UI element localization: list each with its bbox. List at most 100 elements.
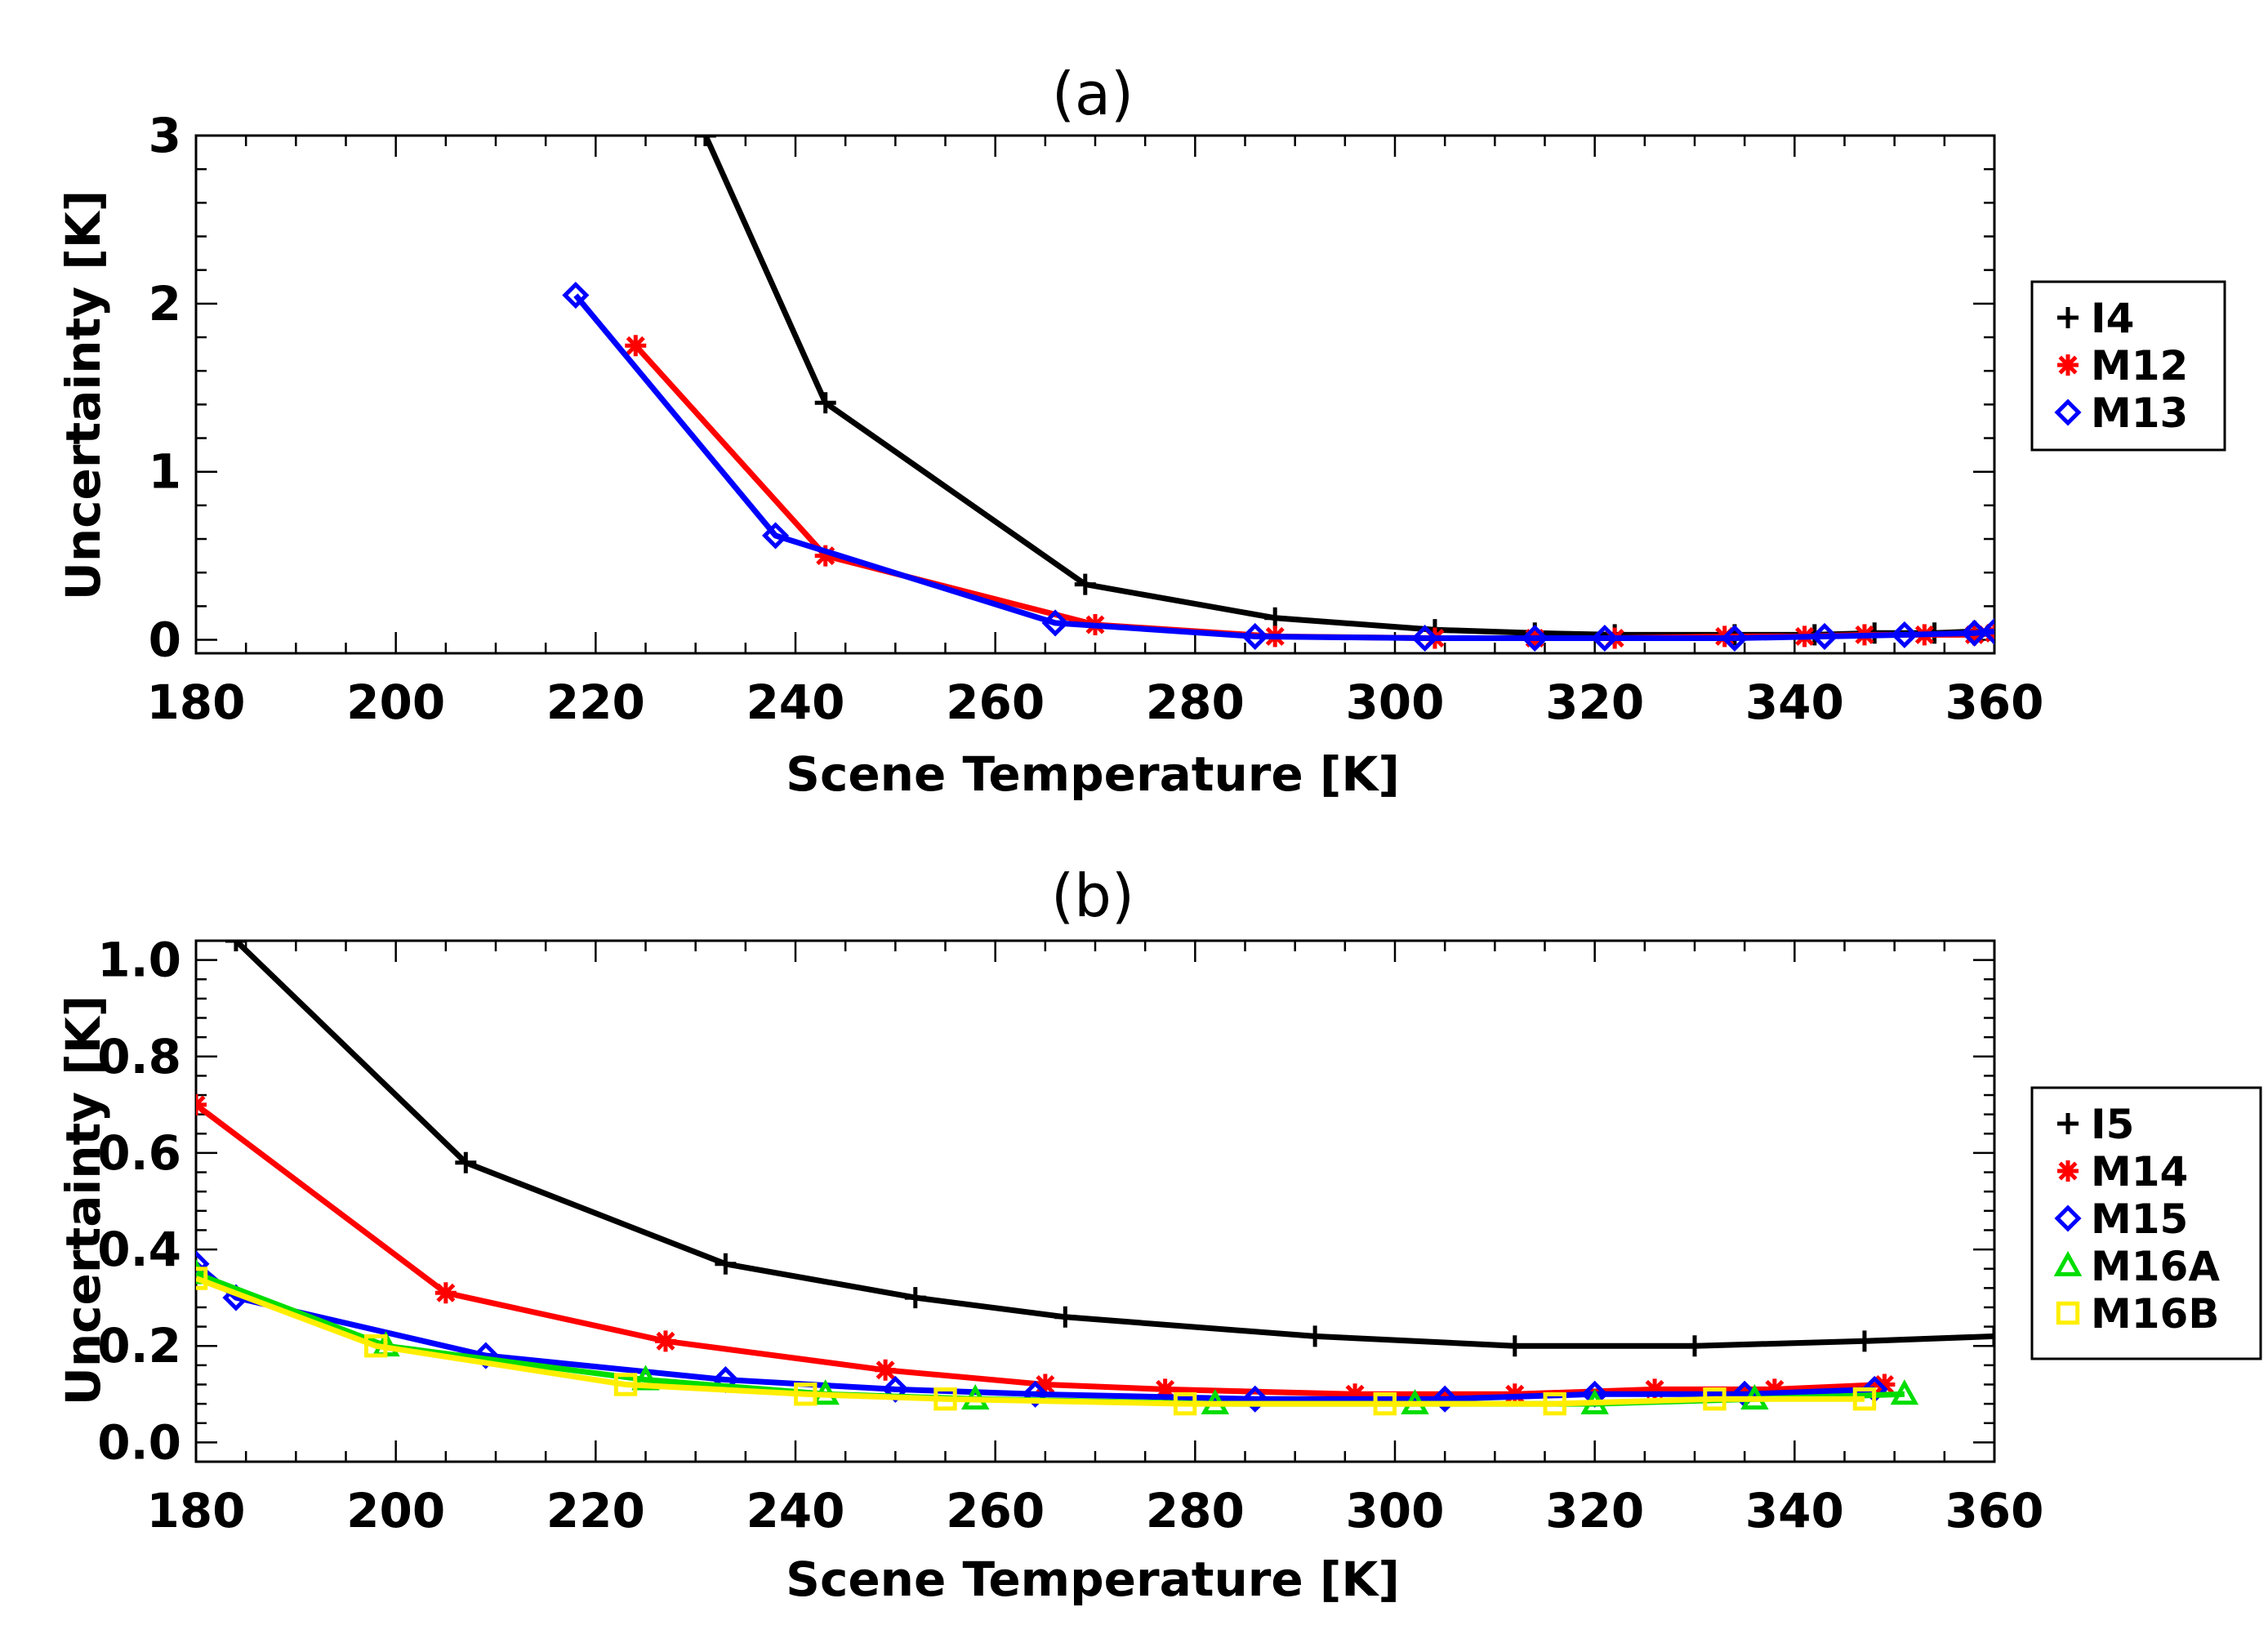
panel-a-x-tick-label: 320 xyxy=(1545,675,1644,730)
panel-b-y-tick-label: 0.8 xyxy=(97,1029,181,1084)
panel-b-y-axis-label: Uncertainty [K] xyxy=(56,995,111,1405)
panel-a-series-m13-line xyxy=(573,293,1994,641)
panel-b-x-tick-label: 260 xyxy=(946,1483,1045,1538)
panel-b-legend-label: M15 xyxy=(2091,1195,2188,1243)
panel-b-series-i5-point xyxy=(1304,1325,1326,1347)
panel-b-legend-box xyxy=(2030,1086,2262,1360)
panel-a-series-m13-point xyxy=(1041,609,1069,637)
panel-b-title: (b) xyxy=(1051,862,1134,930)
panel-b-series-m15-point xyxy=(1022,1380,1049,1408)
panel-a-y-tick-label: 3 xyxy=(149,108,181,163)
panel-b-x-tick-label: 220 xyxy=(546,1483,645,1538)
panel-a-series-i4-point xyxy=(694,136,716,146)
panel-b-series-m15-point xyxy=(1431,1385,1459,1413)
panel-a-x-tick-label: 300 xyxy=(1345,675,1444,730)
panel-a-y-tick-label: 1 xyxy=(149,444,181,500)
panel-b-legend-marker-m15 xyxy=(2054,1204,2082,1232)
panel-a-title: (a) xyxy=(1052,60,1134,128)
panel-b-series-m16a-point xyxy=(196,1258,211,1284)
panel-b-legend-marker-m16b xyxy=(2056,1301,2080,1325)
panel-b-x-tick-label: 320 xyxy=(1545,1483,1644,1538)
panel-a-data-area xyxy=(562,136,1994,652)
panel-b-series-i5-point xyxy=(1054,1306,1076,1328)
panel-b-series-m14-point xyxy=(1034,1374,1056,1396)
panel-b-series-m16b-point xyxy=(1173,1391,1197,1416)
panel-a-x-tick-label: 280 xyxy=(1146,675,1245,730)
panel-b-series-m14-point xyxy=(1644,1378,1666,1400)
panel-a-series-m12-line xyxy=(633,343,1994,641)
panel-b-series-i5-point xyxy=(1684,1335,1705,1357)
panel-b-series-m15-point xyxy=(1241,1385,1269,1413)
panel-a-series-m13-point xyxy=(1891,621,1918,648)
panel-b-x-tick-label: 300 xyxy=(1345,1483,1444,1538)
panel-b-y-tick-label: 0.0 xyxy=(97,1414,181,1470)
panel-b-legend-label: M16A xyxy=(2091,1243,2220,1290)
panel-b-legend-marker-m16a xyxy=(2053,1250,2083,1276)
panel-b-series-m16b-line xyxy=(196,1276,1865,1407)
panel-b-data-area xyxy=(196,941,1994,1416)
panel-a-series-m12-point xyxy=(814,545,836,567)
panel-b-series-m16b-point xyxy=(1543,1391,1566,1416)
panel-b-series-m16b-point xyxy=(794,1382,818,1406)
panel-a-x-tick-label: 180 xyxy=(146,675,245,730)
panel-b-series-m16b-point xyxy=(1852,1387,1877,1411)
panel-b-series-m16b-point xyxy=(1373,1391,1397,1416)
panel-a: (a) Scene Temperature [K] Uncertainty [K… xyxy=(56,60,2226,802)
panel-b-series-m14-point xyxy=(196,1093,207,1115)
panel-b-series-m16b-point xyxy=(196,1267,208,1290)
panel-b-y-tick-label: 0.2 xyxy=(97,1318,181,1374)
panel-b-series-m14-point xyxy=(1154,1378,1176,1400)
panel-b-series-i5-point xyxy=(1984,1325,1994,1347)
panel-b-series-m14-point xyxy=(875,1359,897,1381)
panel-a-x-tick-label: 220 xyxy=(546,675,645,730)
panel-b-series-m16b-point xyxy=(613,1373,638,1396)
panel-b-series-i5-point xyxy=(904,1287,926,1309)
panel-a-series-m12-point xyxy=(625,335,647,357)
panel-b-legend-marker-m14 xyxy=(2057,1160,2079,1182)
panel-a-series-m13-point xyxy=(562,282,590,309)
panel-b-series-m16b-point xyxy=(933,1387,957,1411)
panel-b-series-m14-point xyxy=(654,1330,676,1352)
panel-b-plot-frame xyxy=(194,939,1996,1463)
panel-b-series-m14-point xyxy=(434,1282,457,1304)
panel-b-series-m14-point xyxy=(1344,1383,1366,1405)
panel-a-series-m13-point xyxy=(1521,624,1548,652)
panel-a-series-m13-point xyxy=(761,522,790,550)
panel-b-series-i5-point xyxy=(455,1151,477,1173)
panel-b-x-tick-label: 180 xyxy=(146,1483,245,1538)
panel-a-x-tick-label: 260 xyxy=(946,675,1045,730)
panel-b-legend-label: M16B xyxy=(2091,1290,2219,1338)
panel-a-legend-marker-m12 xyxy=(2057,354,2079,376)
panel-a-y-axis-label: Uncertainty [K] xyxy=(56,190,111,600)
panel-b-y-tick-label: 0.6 xyxy=(97,1125,181,1181)
panel-a-series-m13-point xyxy=(1811,622,1838,650)
panel-a-series-m13-point xyxy=(1960,619,1989,647)
panel-a-series-m13-point xyxy=(1591,624,1619,652)
panel-a-legend-marker-i4 xyxy=(2057,307,2079,328)
panel-b-series-m15-point xyxy=(472,1342,500,1369)
panel-b-legend-marker-i5 xyxy=(2057,1113,2079,1134)
panel-b-y-tick-label: 1.0 xyxy=(97,933,181,988)
panel-a-x-tick-label: 240 xyxy=(746,675,844,730)
panel-b-series-m15-point xyxy=(196,1250,210,1278)
panel-a-x-tick-label: 200 xyxy=(346,675,445,730)
panel-b-series-m16b-point xyxy=(364,1334,388,1358)
panel-a-series-m13-point xyxy=(1981,617,1994,645)
panel-b-series-i5-point xyxy=(1853,1330,1875,1352)
panel-a-series-m13-point xyxy=(1241,622,1269,650)
panel-b: (b) Scene Temperature [K] Uncertainty [K… xyxy=(56,862,2262,1607)
panel-b-series-i5-point xyxy=(715,1253,737,1275)
panel-a-series-i4-point xyxy=(1074,573,1096,595)
panel-b-x-tick-label: 200 xyxy=(346,1483,445,1538)
panel-a-series-i4-point xyxy=(814,392,836,414)
panel-a-plot-frame xyxy=(194,134,1996,655)
panel-b-legend-label: M14 xyxy=(2091,1148,2188,1195)
panel-a-x-tick-label: 360 xyxy=(1945,675,2043,730)
panel-b-series-m16b-point xyxy=(1703,1387,1727,1411)
panel-a-x-axis-label: Scene Temperature [K] xyxy=(786,746,1400,802)
panel-a-legend-label: I4 xyxy=(2091,295,2134,342)
panel-a-legend-label: M12 xyxy=(2091,342,2188,390)
